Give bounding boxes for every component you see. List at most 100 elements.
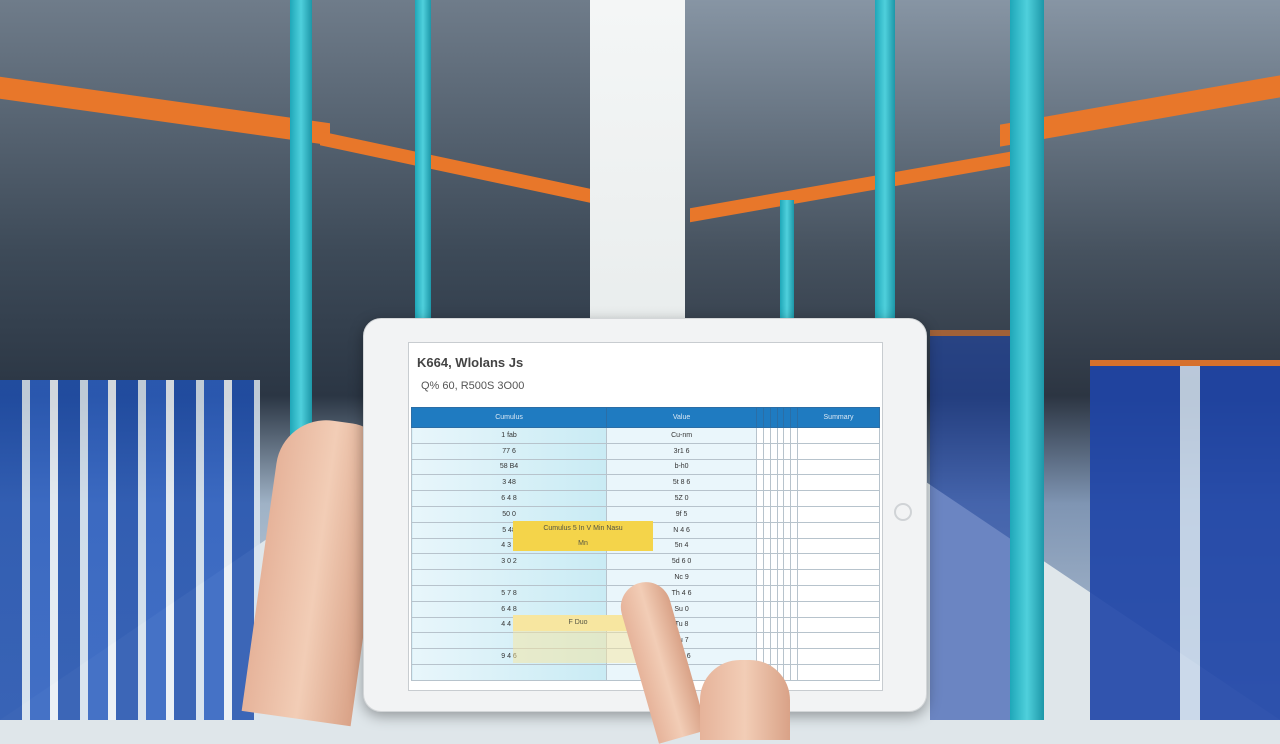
table-cell[interactable]	[797, 537, 880, 555]
table-cell[interactable]	[762, 569, 771, 586]
table-cell[interactable]	[769, 474, 778, 492]
table-cell[interactable]	[790, 505, 798, 523]
table-cell[interactable]	[769, 490, 778, 507]
table-cell[interactable]: 5t 8 6	[606, 474, 758, 492]
table-cell[interactable]: 77 6	[410, 442, 608, 460]
table-cell[interactable]	[756, 458, 764, 476]
table-cell[interactable]	[769, 553, 778, 571]
table-cell[interactable]	[783, 584, 792, 602]
table-cell[interactable]	[756, 584, 764, 602]
table-cell[interactable]	[776, 553, 785, 571]
table-cell[interactable]	[790, 537, 798, 555]
table-cell[interactable]	[762, 490, 771, 507]
table-cell[interactable]	[756, 442, 764, 460]
table-cell[interactable]	[776, 537, 785, 555]
table-cell[interactable]	[790, 474, 798, 492]
table-cell[interactable]	[776, 616, 785, 634]
table-cell[interactable]	[769, 537, 778, 555]
table-cell[interactable]	[769, 616, 778, 634]
table-cell[interactable]	[776, 600, 785, 618]
table-cell[interactable]	[783, 442, 792, 460]
table-cell[interactable]: 5 7 8	[410, 584, 608, 602]
table-cell[interactable]	[762, 458, 771, 476]
table-cell[interactable]	[797, 600, 880, 618]
column-header[interactable]: Cumulus	[410, 407, 608, 428]
table-cell[interactable]	[769, 458, 778, 476]
table-cell[interactable]	[783, 632, 792, 650]
table-cell[interactable]	[797, 505, 880, 523]
column-header[interactable]: Value	[606, 407, 758, 428]
table-cell[interactable]: 3 0 2	[410, 553, 608, 571]
table-cell[interactable]	[756, 616, 764, 634]
table-cell[interactable]	[769, 569, 778, 586]
table-cell[interactable]: 6 4 8	[410, 600, 608, 618]
table-cell[interactable]	[762, 427, 771, 444]
table-cell[interactable]	[776, 427, 785, 444]
table-cell[interactable]	[762, 632, 771, 650]
table-cell[interactable]	[756, 490, 764, 507]
table-cell[interactable]	[762, 616, 771, 634]
table-cell[interactable]	[776, 648, 785, 665]
table-cell[interactable]	[783, 427, 792, 444]
table-cell[interactable]	[797, 663, 880, 681]
table-cell[interactable]: Nc 9	[606, 569, 758, 586]
table-cell[interactable]	[790, 600, 798, 618]
table-cell[interactable]	[783, 569, 792, 586]
table-cell[interactable]	[762, 474, 771, 492]
table-cell[interactable]	[783, 505, 792, 523]
table-cell[interactable]	[790, 442, 798, 460]
column-header[interactable]	[756, 407, 764, 428]
table-cell[interactable]	[790, 553, 798, 571]
table-cell[interactable]	[769, 648, 778, 665]
table-cell[interactable]	[776, 632, 785, 650]
table-cell[interactable]	[776, 442, 785, 460]
table-cell[interactable]	[776, 521, 785, 539]
table-cell[interactable]	[769, 521, 778, 539]
table-cell[interactable]	[790, 663, 798, 681]
table-cell[interactable]	[797, 616, 880, 634]
highlight-cell[interactable]: Cumulus 5 In V Min Nasu	[513, 521, 653, 536]
table-cell[interactable]	[776, 458, 785, 476]
table-cell[interactable]	[797, 569, 880, 586]
column-header[interactable]: Summary	[797, 407, 880, 428]
table-cell[interactable]	[790, 584, 798, 602]
table-cell[interactable]: 58 B4	[410, 458, 608, 476]
table-cell[interactable]: 3 48	[410, 474, 608, 492]
table-cell[interactable]	[790, 458, 798, 476]
table-cell[interactable]: b-h0	[606, 458, 758, 476]
table-cell[interactable]	[797, 521, 880, 539]
table-cell[interactable]: 5Z 0	[606, 490, 758, 507]
table-cell[interactable]	[783, 648, 792, 665]
table-cell[interactable]	[783, 458, 792, 476]
table-cell[interactable]	[756, 569, 764, 586]
home-button[interactable]	[894, 503, 912, 521]
table-cell[interactable]	[797, 490, 880, 507]
table-cell[interactable]	[797, 458, 880, 476]
column-header[interactable]	[762, 407, 771, 428]
table-cell[interactable]: 9f 5	[606, 505, 758, 523]
table-cell[interactable]	[756, 600, 764, 618]
table-cell[interactable]	[783, 663, 792, 681]
table-cell[interactable]	[769, 600, 778, 618]
table-cell[interactable]	[776, 569, 785, 586]
table-cell[interactable]	[756, 553, 764, 571]
table-cell[interactable]	[762, 442, 771, 460]
table-cell[interactable]	[797, 648, 880, 665]
table-cell[interactable]	[790, 490, 798, 507]
table-cell[interactable]: 6 4 8	[410, 490, 608, 507]
table-cell[interactable]	[756, 521, 764, 539]
table-cell[interactable]	[790, 521, 798, 539]
table-cell[interactable]	[790, 616, 798, 634]
table-cell[interactable]	[756, 632, 764, 650]
table-cell[interactable]	[762, 584, 771, 602]
table-cell[interactable]: Cu-nm	[606, 427, 758, 444]
table-cell[interactable]	[797, 553, 880, 571]
column-header[interactable]	[783, 407, 792, 428]
table-cell[interactable]	[783, 521, 792, 539]
table-cell[interactable]	[783, 490, 792, 507]
table-cell[interactable]	[790, 648, 798, 665]
table-cell[interactable]: 3r1 6	[606, 442, 758, 460]
table-cell[interactable]	[783, 600, 792, 618]
highlight-cell[interactable]: Mn	[513, 536, 653, 551]
table-cell[interactable]: 1 fab	[410, 427, 608, 444]
